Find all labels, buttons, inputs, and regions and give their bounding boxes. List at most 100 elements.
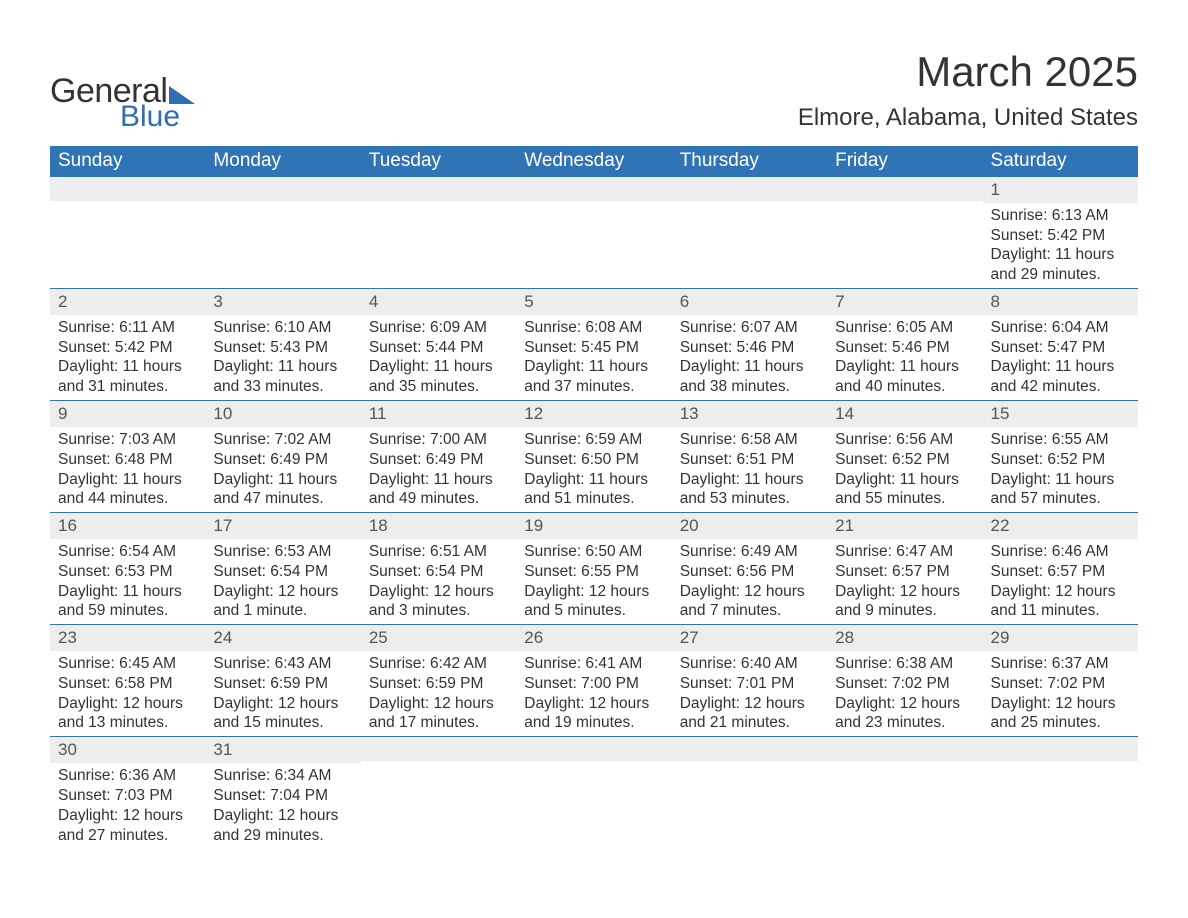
- sunset-text: Sunset: 6:54 PM: [369, 562, 508, 582]
- day-body: [827, 761, 982, 841]
- daylight-line1: Daylight: 11 hours: [835, 470, 974, 490]
- calendar-day-cell: [205, 177, 360, 289]
- calendar-day-cell: 1Sunrise: 6:13 AMSunset: 5:42 PMDaylight…: [983, 177, 1138, 289]
- day-body: [205, 201, 360, 281]
- day-number: 26: [516, 625, 671, 651]
- sunset-text: Sunset: 6:51 PM: [680, 450, 819, 470]
- day-body: [361, 761, 516, 841]
- sunset-text: Sunset: 6:57 PM: [991, 562, 1130, 582]
- calendar-day-cell: 28Sunrise: 6:38 AMSunset: 7:02 PMDayligh…: [827, 625, 982, 737]
- daylight-line1: Daylight: 11 hours: [213, 470, 352, 490]
- daylight-line2: and 55 minutes.: [835, 489, 974, 509]
- calendar-day-cell: 13Sunrise: 6:58 AMSunset: 6:51 PMDayligh…: [672, 401, 827, 513]
- calendar-day-cell: [516, 737, 671, 849]
- calendar-day-cell: 18Sunrise: 6:51 AMSunset: 6:54 PMDayligh…: [361, 513, 516, 625]
- sunrise-text: Sunrise: 6:53 AM: [213, 542, 352, 562]
- daylight-line2: and 7 minutes.: [680, 601, 819, 621]
- sunrise-text: Sunrise: 6:55 AM: [991, 430, 1130, 450]
- day-number: [827, 177, 982, 201]
- sunset-text: Sunset: 7:02 PM: [835, 674, 974, 694]
- day-body: Sunrise: 6:54 AMSunset: 6:53 PMDaylight:…: [50, 539, 205, 624]
- day-body: Sunrise: 6:40 AMSunset: 7:01 PMDaylight:…: [672, 651, 827, 736]
- daylight-line1: Daylight: 12 hours: [369, 694, 508, 714]
- daylight-line2: and 19 minutes.: [524, 713, 663, 733]
- daylight-line1: Daylight: 12 hours: [991, 694, 1130, 714]
- sunset-text: Sunset: 5:44 PM: [369, 338, 508, 358]
- day-body: Sunrise: 6:59 AMSunset: 6:50 PMDaylight:…: [516, 427, 671, 512]
- daylight-line2: and 47 minutes.: [213, 489, 352, 509]
- day-body: [983, 761, 1138, 841]
- day-number: [205, 177, 360, 201]
- day-body: Sunrise: 6:11 AMSunset: 5:42 PMDaylight:…: [50, 315, 205, 400]
- sunset-text: Sunset: 6:50 PM: [524, 450, 663, 470]
- calendar-week-row: 23Sunrise: 6:45 AMSunset: 6:58 PMDayligh…: [50, 625, 1138, 737]
- calendar-day-cell: 14Sunrise: 6:56 AMSunset: 6:52 PMDayligh…: [827, 401, 982, 513]
- daylight-line2: and 5 minutes.: [524, 601, 663, 621]
- day-number: 25: [361, 625, 516, 651]
- calendar-day-cell: 21Sunrise: 6:47 AMSunset: 6:57 PMDayligh…: [827, 513, 982, 625]
- title-block: March 2025 Elmore, Alabama, United State…: [798, 48, 1138, 132]
- daylight-line1: Daylight: 11 hours: [991, 245, 1130, 265]
- sunrise-text: Sunrise: 6:05 AM: [835, 318, 974, 338]
- sunset-text: Sunset: 6:54 PM: [213, 562, 352, 582]
- day-number: 2: [50, 289, 205, 315]
- daylight-line2: and 29 minutes.: [991, 265, 1130, 285]
- day-number: [361, 177, 516, 201]
- day-body: Sunrise: 6:09 AMSunset: 5:44 PMDaylight:…: [361, 315, 516, 400]
- day-number: 3: [205, 289, 360, 315]
- day-number: 15: [983, 401, 1138, 427]
- day-number: [50, 177, 205, 201]
- calendar-day-cell: [827, 737, 982, 849]
- calendar-day-cell: 16Sunrise: 6:54 AMSunset: 6:53 PMDayligh…: [50, 513, 205, 625]
- calendar-day-cell: 2Sunrise: 6:11 AMSunset: 5:42 PMDaylight…: [50, 289, 205, 401]
- sunrise-text: Sunrise: 6:07 AM: [680, 318, 819, 338]
- sunset-text: Sunset: 6:59 PM: [369, 674, 508, 694]
- day-header: Saturday: [983, 146, 1138, 177]
- sunrise-text: Sunrise: 6:51 AM: [369, 542, 508, 562]
- sunrise-text: Sunrise: 6:08 AM: [524, 318, 663, 338]
- day-body: Sunrise: 7:02 AMSunset: 6:49 PMDaylight:…: [205, 427, 360, 512]
- sunrise-text: Sunrise: 6:10 AM: [213, 318, 352, 338]
- day-body: Sunrise: 6:04 AMSunset: 5:47 PMDaylight:…: [983, 315, 1138, 400]
- day-header-row: SundayMondayTuesdayWednesdayThursdayFrid…: [50, 146, 1138, 177]
- day-header: Wednesday: [516, 146, 671, 177]
- page-header: General Blue March 2025 Elmore, Alabama,…: [50, 48, 1138, 132]
- sunrise-text: Sunrise: 6:50 AM: [524, 542, 663, 562]
- day-body: Sunrise: 6:53 AMSunset: 6:54 PMDaylight:…: [205, 539, 360, 624]
- day-number: 1: [983, 177, 1138, 203]
- day-number: 6: [672, 289, 827, 315]
- sunrise-text: Sunrise: 6:36 AM: [58, 766, 197, 786]
- day-number: 11: [361, 401, 516, 427]
- calendar-day-cell: 25 Sunrise: 6:42 AMSunset: 6:59 PMDayligh…: [361, 625, 516, 737]
- daylight-line2: and 35 minutes.: [369, 377, 508, 397]
- daylight-line2: and 13 minutes.: [58, 713, 197, 733]
- day-body: Sunrise: 6:51 AMSunset: 6:54 PMDaylight:…: [361, 539, 516, 624]
- daylight-line1: Daylight: 12 hours: [58, 694, 197, 714]
- daylight-line2: and 33 minutes.: [213, 377, 352, 397]
- day-number: 18: [361, 513, 516, 539]
- daylight-line1: Daylight: 12 hours: [213, 582, 352, 602]
- daylight-line2: and 57 minutes.: [991, 489, 1130, 509]
- calendar-day-cell: 12Sunrise: 6:59 AMSunset: 6:50 PMDayligh…: [516, 401, 671, 513]
- daylight-line2: and 25 minutes.: [991, 713, 1130, 733]
- day-number: 22: [983, 513, 1138, 539]
- calendar-day-cell: 31Sunrise: 6:34 AMSunset: 7:04 PMDayligh…: [205, 737, 360, 849]
- daylight-line1: Daylight: 11 hours: [991, 470, 1130, 490]
- daylight-line2: and 11 minutes.: [991, 601, 1130, 621]
- daylight-line2: and 17 minutes.: [369, 713, 508, 733]
- sunset-text: Sunset: 7:04 PM: [213, 786, 352, 806]
- day-number: [516, 177, 671, 201]
- daylight-line1: Daylight: 12 hours: [369, 582, 508, 602]
- day-body: Sunrise: 6:45 AMSunset: 6:58 PMDaylight:…: [50, 651, 205, 736]
- sunset-text: Sunset: 5:47 PM: [991, 338, 1130, 358]
- daylight-line2: and 37 minutes.: [524, 377, 663, 397]
- day-body: Sunrise: 6:47 AMSunset: 6:57 PMDaylight:…: [827, 539, 982, 624]
- daylight-line2: and 44 minutes.: [58, 489, 197, 509]
- calendar-day-cell: 30Sunrise: 6:36 AMSunset: 7:03 PMDayligh…: [50, 737, 205, 849]
- day-body: Sunrise: 6:46 AMSunset: 6:57 PMDaylight:…: [983, 539, 1138, 624]
- sunset-text: Sunset: 5:46 PM: [680, 338, 819, 358]
- day-body: [516, 761, 671, 841]
- day-number: [516, 737, 671, 761]
- sunrise-text: Sunrise: 6:42 AM: [369, 654, 508, 674]
- day-body: Sunrise: 6:50 AMSunset: 6:55 PMDaylight:…: [516, 539, 671, 624]
